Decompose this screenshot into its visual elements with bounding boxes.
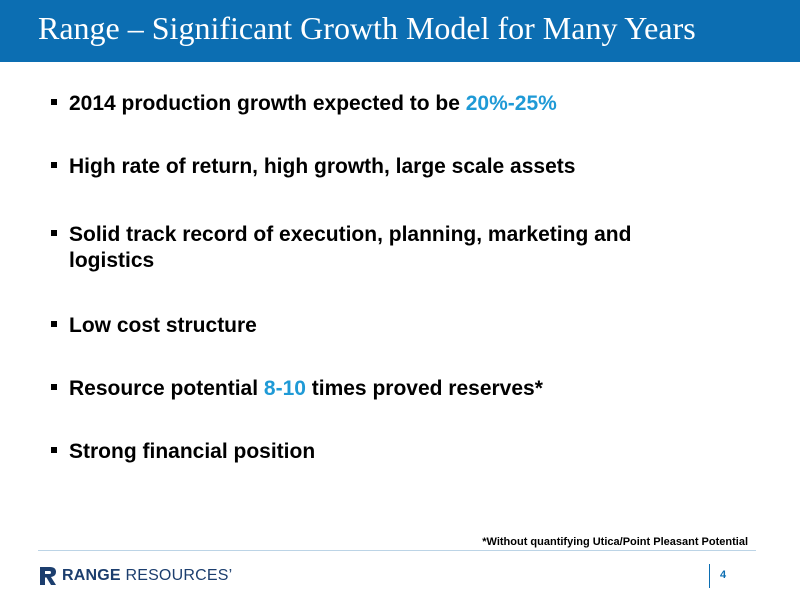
bullet-text: High rate of return, high growth, large … xyxy=(69,155,576,178)
slide-title: Range – Significant Growth Model for Man… xyxy=(38,10,696,46)
highlight-value: 20%-25% xyxy=(465,92,557,115)
bullet-text: Solid track record of execution, plannin… xyxy=(69,223,632,272)
page-number-divider xyxy=(709,564,710,588)
logo-text: RANGE RESOURCES’ xyxy=(62,567,233,584)
highlight-value: 8-10 xyxy=(263,377,306,400)
title-bar: Range – Significant Growth Model for Man… xyxy=(0,0,800,62)
footer-divider xyxy=(38,550,756,551)
bullet-text: Strong financial position xyxy=(69,440,316,463)
range-logo-icon xyxy=(40,567,56,585)
page-number: 4 xyxy=(720,569,727,581)
bullet-square-icon xyxy=(51,321,57,327)
bullet-square-icon xyxy=(51,162,57,168)
footnote: *Without quantifying Utica/Point Pleasan… xyxy=(482,536,748,548)
bullet-square-icon xyxy=(51,99,57,105)
bullet-square-icon xyxy=(51,384,57,390)
bullet-text: Low cost structure xyxy=(69,314,257,337)
bullet-square-icon xyxy=(51,447,57,453)
bullet-square-icon xyxy=(51,230,57,236)
bullet-text: 2014 production growth expected to be 20… xyxy=(69,92,557,115)
bullet-text: Resource potential 8-10 times proved res… xyxy=(69,377,543,400)
